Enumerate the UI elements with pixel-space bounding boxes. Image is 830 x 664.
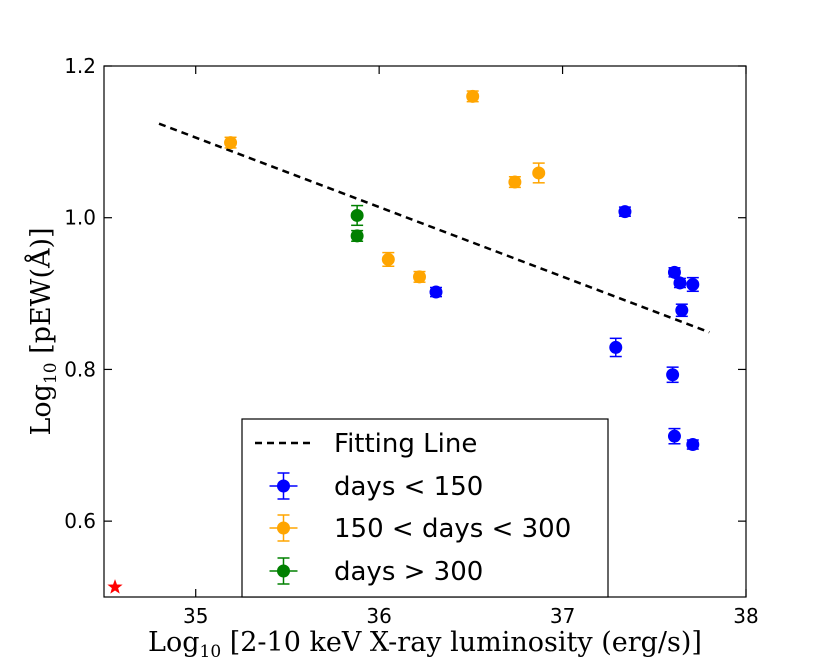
data-point xyxy=(609,340,623,354)
x-axis-label: Log10 [2-10 keV X-ray luminosity (erg/s)… xyxy=(148,627,702,662)
y-tick-label: 0.8 xyxy=(64,357,96,381)
data-point xyxy=(686,438,700,452)
data-point xyxy=(667,265,681,279)
y-axis-label: Log10 [pEW(Å)] xyxy=(24,227,61,435)
legend-entry: 150 < days < 300 xyxy=(269,514,571,544)
data-point xyxy=(466,89,480,103)
legend-entry: days < 150 xyxy=(269,472,483,502)
legend-handle-marker xyxy=(277,521,290,535)
plot-area xyxy=(107,89,710,594)
data-point xyxy=(618,205,632,219)
x-tick-label: 36 xyxy=(366,604,391,628)
data-point xyxy=(686,277,700,291)
data-point xyxy=(508,175,522,189)
data-point xyxy=(667,429,681,443)
data-point xyxy=(532,166,546,180)
legend-entry: days > 300 xyxy=(269,557,483,587)
legend-label: days > 300 xyxy=(334,557,483,587)
legend-box xyxy=(241,418,609,598)
series-150-days-300 xyxy=(224,89,546,284)
fitting-line xyxy=(158,122,710,334)
data-point xyxy=(666,368,680,382)
axis-labels: Log10 [2-10 keV X-ray luminosity (erg/s)… xyxy=(24,227,702,662)
data-point xyxy=(673,276,687,290)
legend-handle-marker xyxy=(277,564,290,578)
y-tick-label: 0.6 xyxy=(64,509,96,533)
legend: Fitting Line days < 150 150 < days < 300 da… xyxy=(241,418,609,598)
data-point xyxy=(224,136,238,150)
data-point xyxy=(350,208,364,222)
y-tick-label: 1.0 xyxy=(64,206,96,230)
data-point xyxy=(350,229,364,243)
series-days-150 xyxy=(429,205,700,452)
data-point xyxy=(381,252,395,266)
data-point xyxy=(412,270,426,284)
series-days-300 xyxy=(350,204,364,243)
data-point xyxy=(675,303,689,317)
legend-label: Fitting Line xyxy=(334,429,477,459)
axes: 35 36 37 38 0.6 0.8 1.0 1.2 xyxy=(64,54,759,628)
x-tick-label: 37 xyxy=(550,604,575,628)
data-point xyxy=(429,285,443,299)
x-tick-label: 35 xyxy=(183,604,208,628)
y-tick-label: 1.2 xyxy=(64,54,96,78)
legend-label: days < 150 xyxy=(334,472,483,502)
star-marker xyxy=(107,579,123,594)
legend-label: 150 < days < 300 xyxy=(334,514,571,544)
x-tick-label: 38 xyxy=(733,604,758,628)
legend-handle-marker xyxy=(277,479,290,493)
